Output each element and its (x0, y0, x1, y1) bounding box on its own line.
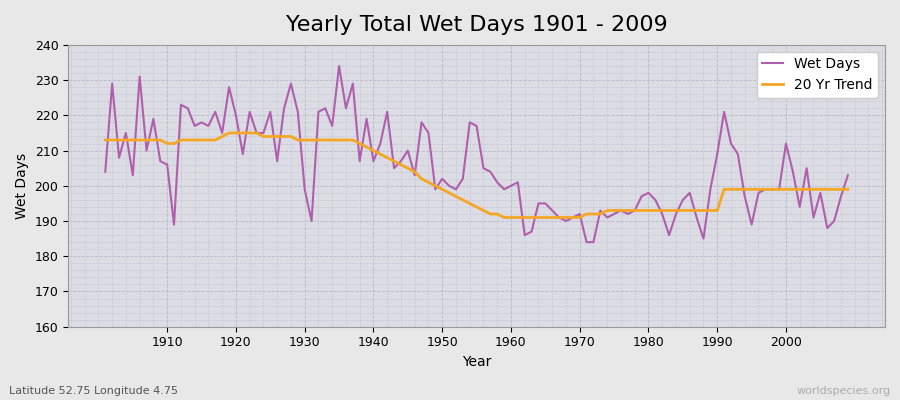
20 Yr Trend (499, 215, 509, 220)
Wet Days (602, 215, 613, 220)
Title: Yearly Total Wet Days 1901 - 2009: Yearly Total Wet Days 1901 - 2009 (285, 15, 668, 35)
20 Yr Trend (602, 208, 613, 213)
Text: Latitude 52.75 Longitude 4.75: Latitude 52.75 Longitude 4.75 (9, 386, 178, 396)
20 Yr Trend (355, 141, 365, 146)
20 Yr Trend (223, 130, 234, 135)
Wet Days (512, 180, 523, 185)
20 Yr Trend (313, 138, 324, 142)
Wet Days (100, 169, 111, 174)
Wet Days (334, 64, 345, 68)
Line: 20 Yr Trend: 20 Yr Trend (105, 133, 848, 218)
20 Yr Trend (842, 187, 853, 192)
Y-axis label: Wet Days: Wet Days (15, 153, 29, 219)
20 Yr Trend (155, 138, 166, 142)
Wet Days (355, 159, 365, 164)
Wet Days (306, 219, 317, 224)
X-axis label: Year: Year (462, 355, 491, 369)
Wet Days (506, 184, 517, 188)
Legend: Wet Days, 20 Yr Trend: Wet Days, 20 Yr Trend (757, 52, 878, 98)
Wet Days (581, 240, 592, 244)
20 Yr Trend (100, 138, 111, 142)
Line: Wet Days: Wet Days (105, 66, 848, 242)
20 Yr Trend (519, 215, 530, 220)
Text: worldspecies.org: worldspecies.org (796, 386, 891, 396)
Wet Days (842, 173, 853, 178)
Wet Days (155, 159, 166, 164)
20 Yr Trend (512, 215, 523, 220)
